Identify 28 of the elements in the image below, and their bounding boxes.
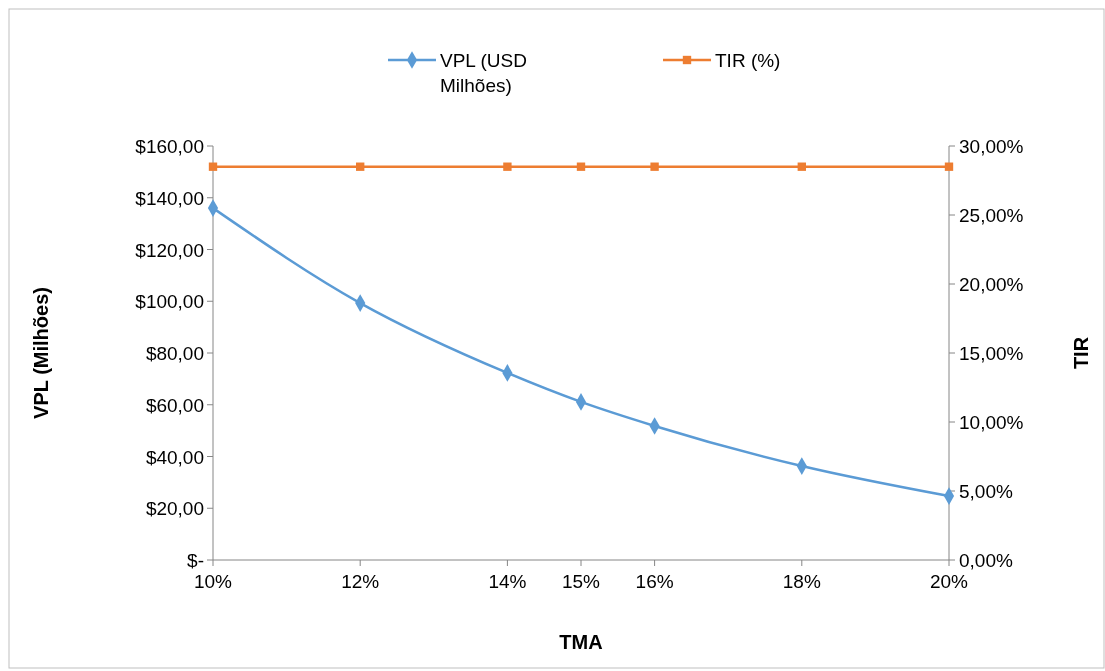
y-tick-label: $- [187,550,204,571]
legend-label: VPL (USD Milhões) [440,50,527,96]
y-tick-label: $160,00 [135,136,204,157]
x-tick-label: 20% [929,571,969,592]
y2-tick-label: 30,00% [959,136,1024,157]
x-tick-label: 18% [782,571,821,592]
y-tick-label: $60,00 [145,394,204,416]
y2-tick-label: 10,00% [959,412,1024,433]
y2-tick-label: 25,00% [959,205,1024,226]
x-tick-label: 10% [193,571,233,592]
y2-tick-label: 20,00% [959,274,1024,295]
y-tick-label: $40,00 [145,446,204,468]
x-tick-label: 15% [561,571,601,592]
x-tick-label: 14% [488,571,527,592]
y-tick-label: $140,00 [135,187,204,209]
x-tick-label: 12% [341,571,380,592]
y-tick-label: $100,00 [135,291,204,313]
y-tick-label: $80,00 [145,343,204,364]
y-axis-title: VPL (Milhões) [30,287,52,419]
y-tick-label: $20,00 [145,498,204,520]
x-tick-label: 16% [635,571,674,592]
y2-tick-label: 0,00% [959,550,1013,571]
y-tick-label: $120,00 [135,239,204,261]
x-axis-title: TMA [559,631,603,653]
y2-tick-label: 15,00% [959,343,1024,364]
legend-label: TIR (%) [715,50,781,71]
y2-tick-label: 5,00% [959,481,1013,502]
y2-axis-title: TIR [1070,336,1092,370]
